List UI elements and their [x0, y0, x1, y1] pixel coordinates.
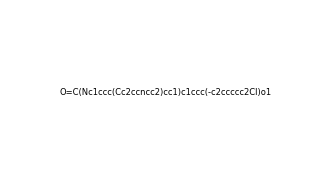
Text: O=C(Nc1ccc(Cc2ccncc2)cc1)c1ccc(-c2ccccc2Cl)o1: O=C(Nc1ccc(Cc2ccncc2)cc1)c1ccc(-c2ccccc2… — [59, 89, 272, 97]
